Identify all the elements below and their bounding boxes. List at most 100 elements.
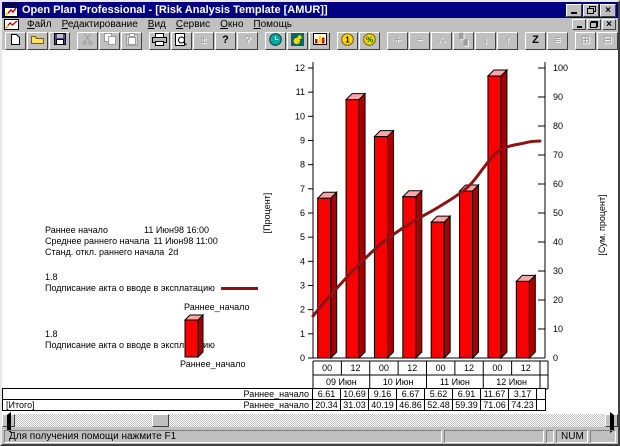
remove-button[interactable]: − xyxy=(409,31,430,50)
time-analysis-button[interactable] xyxy=(265,31,286,50)
new-button[interactable] xyxy=(5,31,26,50)
cascade-button[interactable]: ⊟ xyxy=(597,31,618,50)
table-row: Раннее_начало 6.61 10.69 9.16 6.67 5.62 6.91 11… xyxy=(2,388,546,400)
sort-icon: Z xyxy=(532,34,539,46)
svg-text:12: 12 xyxy=(464,363,474,373)
window-title: Open Plan Professional - [Risk Analysis … xyxy=(22,4,328,16)
copy-button[interactable] xyxy=(99,31,120,50)
toolbar-group-7: Z ≡ xyxy=(525,31,568,50)
outline-button[interactable]: ≡ xyxy=(547,31,568,50)
row-header-cell: [Итого] Раннее_начало xyxy=(2,399,313,411)
paste-button[interactable] xyxy=(121,31,142,50)
mdi-close-icon: × xyxy=(606,19,612,30)
menu-bar: Файл Редактирование Вид Сервис Окно Помощь × xyxy=(2,18,618,31)
mdi-restore-button[interactable] xyxy=(587,19,601,30)
link-button[interactable]: ∴ xyxy=(431,31,452,50)
menu-item-help[interactable]: Помощь xyxy=(253,18,293,30)
row-header-cell: Раннее_начало xyxy=(2,388,313,400)
value-cell: 74.23 xyxy=(508,399,537,411)
document-chart-icon[interactable] xyxy=(4,19,19,30)
svg-text:4: 4 xyxy=(300,256,305,266)
menu-items: Файл Редактирование Вид Сервис Окно Помощь xyxy=(22,19,297,31)
menu-item-view[interactable]: Вид xyxy=(147,18,166,30)
mdi-minimize-icon xyxy=(576,26,582,28)
split-window-button[interactable]: ⊞ xyxy=(575,31,596,50)
svg-text:30: 30 xyxy=(553,266,563,276)
print-preview-button[interactable] xyxy=(171,31,192,50)
row-label: [Итого] xyxy=(6,400,35,410)
cost-icon: 1 xyxy=(341,32,354,49)
legend-bar-activity: Подписание акта о вводе в эксплатацию xyxy=(45,340,215,350)
open-button[interactable] xyxy=(27,31,48,50)
svg-text:5: 5 xyxy=(300,232,305,242)
link-icon: ∴ xyxy=(438,34,445,46)
toolbar-group-4 xyxy=(265,31,330,50)
mdi-minimize-button[interactable] xyxy=(572,19,586,30)
svg-text:6: 6 xyxy=(300,208,305,218)
toolbar: ±?? 1% + − ∴ ▚ ↓ ↑ Z ≡ ⊞ ⊟ xyxy=(2,31,618,51)
scroll-right-button[interactable] xyxy=(605,412,618,433)
move-down-icon: ↓ xyxy=(482,34,489,46)
outline-icon: ≡ xyxy=(554,34,561,46)
stat-row: Станд. откл. раннего начала 2d xyxy=(45,247,218,258)
time-analysis-icon xyxy=(269,32,282,49)
save-icon xyxy=(53,33,66,48)
value-cell: 3.17 xyxy=(508,388,537,400)
move-down-button[interactable]: ↓ xyxy=(475,31,496,50)
risk-analysis-button[interactable] xyxy=(309,31,330,50)
svg-text:2: 2 xyxy=(300,305,305,315)
stat-label: Раннее начало xyxy=(45,225,108,235)
stat-label: Станд. откл. раннего начала xyxy=(45,247,165,257)
mdi-close-button[interactable]: × xyxy=(602,19,616,30)
toolbar-group-3: ±?? xyxy=(149,31,258,50)
value-cell: 5.62 xyxy=(424,388,453,400)
svg-text:10 Июн: 10 Июн xyxy=(383,377,414,387)
restore-button[interactable] xyxy=(583,3,599,17)
svg-text:20: 20 xyxy=(553,295,563,305)
sort-button[interactable]: Z xyxy=(525,31,546,50)
context-help-button[interactable]: ? xyxy=(237,31,258,50)
menu-item-window[interactable]: Окно xyxy=(220,18,244,30)
add-button[interactable]: + xyxy=(387,31,408,50)
open-icon xyxy=(30,33,45,48)
scroll-left-button[interactable] xyxy=(2,412,15,433)
title-bar: Open Plan Professional - [Risk Analysis … xyxy=(2,2,618,18)
legend-line-series-label: Раннее_начало xyxy=(184,302,250,312)
help-button[interactable]: ? xyxy=(215,31,236,50)
risk-histogram-view: 0 1 2 3 4 5 6 7 8 9 10 11 12 0 10 20 30 40 50 60 70 80 90 100 [П… xyxy=(2,50,618,414)
print-button[interactable] xyxy=(149,31,170,50)
svg-text:00: 00 xyxy=(322,363,332,373)
svg-text:0: 0 xyxy=(300,353,305,363)
cost-button[interactable]: 1 xyxy=(337,31,358,50)
value-cell: 6.91 xyxy=(452,388,481,400)
minimize-button[interactable] xyxy=(566,3,582,17)
legend-bar-series-label: Раннее_начало xyxy=(180,359,246,369)
close-button[interactable]: × xyxy=(600,3,616,17)
horizontal-scrollbar[interactable] xyxy=(2,412,618,433)
risk-values-table: Раннее_начало 6.61 10.69 9.16 6.67 5.62 6.91 11… xyxy=(2,388,546,411)
svg-text:12 Июн: 12 Июн xyxy=(496,377,527,387)
toolbar-group-5: 1% xyxy=(337,31,380,50)
svg-text:3: 3 xyxy=(300,281,305,291)
menu-item-tools[interactable]: Сервис xyxy=(175,18,211,30)
resource-analysis-button[interactable] xyxy=(287,31,308,50)
cut-button[interactable] xyxy=(77,31,98,50)
legend-line-factor: 1.8 xyxy=(45,272,58,282)
chart-settings-icon: ± xyxy=(200,34,207,46)
menu-item-file[interactable]: Файл xyxy=(27,18,52,30)
restore-icon xyxy=(586,6,596,14)
svg-text:00: 00 xyxy=(379,363,389,373)
steps-button[interactable]: ▚ xyxy=(453,31,474,50)
remove-icon: − xyxy=(416,34,423,46)
svg-text:12: 12 xyxy=(295,63,305,73)
chart-settings-button[interactable]: ± xyxy=(193,31,214,50)
move-up-button[interactable]: ↑ xyxy=(497,31,518,50)
svg-text:12: 12 xyxy=(407,363,417,373)
stat-value: 2d xyxy=(168,247,179,257)
scrollbar-thumb[interactable] xyxy=(152,414,169,427)
percent-complete-button[interactable]: % xyxy=(359,31,380,50)
row-series-name: Раннее_начало xyxy=(243,389,310,399)
save-button[interactable] xyxy=(49,31,70,50)
print-icon xyxy=(152,32,167,49)
menu-item-edit[interactable]: Редактирование xyxy=(61,18,138,30)
